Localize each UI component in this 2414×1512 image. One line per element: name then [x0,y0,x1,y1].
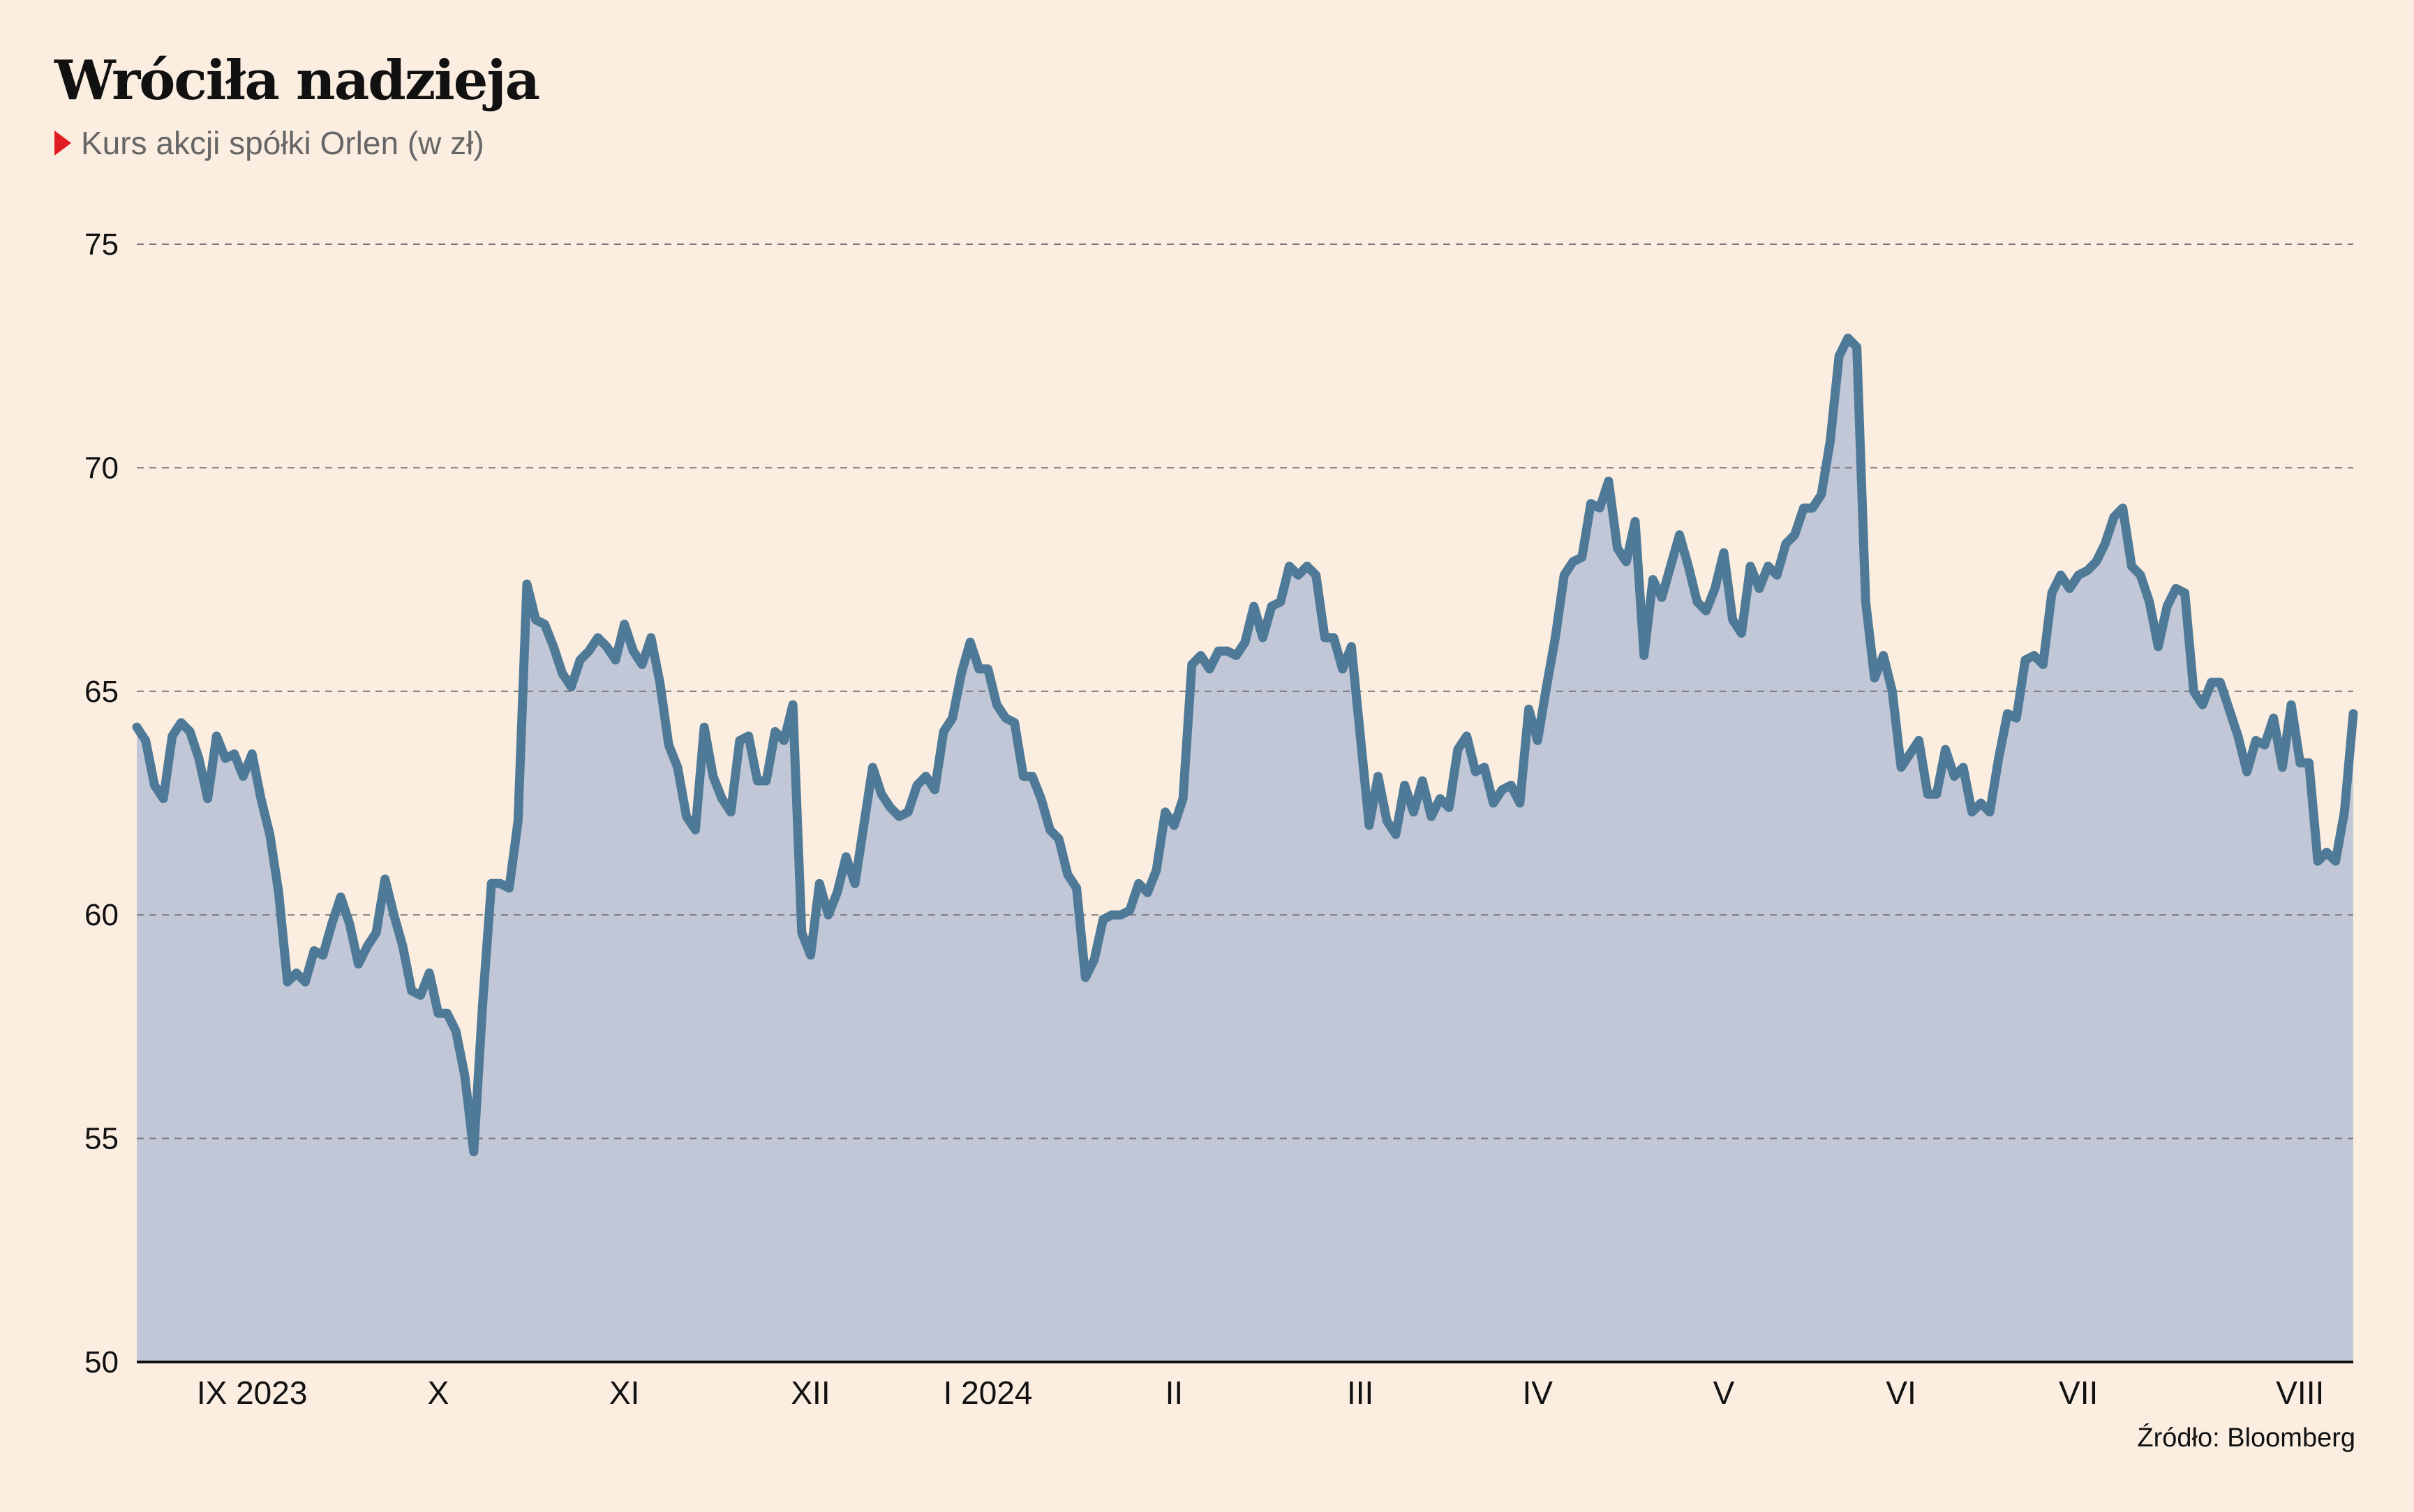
x-tick-label: II [1165,1375,1184,1411]
x-tick-label: IX 2023 [197,1375,308,1411]
chart-subtitle: Kurs akcji spółki Orlen (w zł) [54,124,484,162]
x-tick-label: VIII [2276,1375,2324,1411]
y-tick-label: 65 [84,675,119,709]
x-tick-label: X [428,1375,449,1411]
price-line [132,334,2358,1157]
y-tick-label: 70 [84,451,119,485]
area-fill [137,338,2353,1363]
source-note: Źródło: Bloomberg [2137,1423,2355,1453]
chart-title: Wróciła nadzieja [54,49,540,112]
x-tick-label: VI [1886,1375,1916,1411]
x-tick-label: III [1347,1375,1373,1411]
y-tick-label: 55 [84,1122,119,1156]
y-tick-label: 50 [84,1345,119,1379]
x-tick-label: XII [791,1375,830,1411]
x-tick-label: XI [609,1375,639,1411]
x-tick-label: VII [2059,1375,2098,1411]
x-tick-label: IV [1522,1375,1553,1411]
y-tick-label: 60 [84,898,119,932]
y-tick-label: 75 [84,227,119,262]
x-tick-label: V [1713,1375,1735,1411]
subtitle-text: Kurs akcji spółki Orlen (w zł) [81,125,484,161]
x-tick-label: I 2024 [944,1375,1033,1411]
red-triangle-icon [54,130,71,156]
